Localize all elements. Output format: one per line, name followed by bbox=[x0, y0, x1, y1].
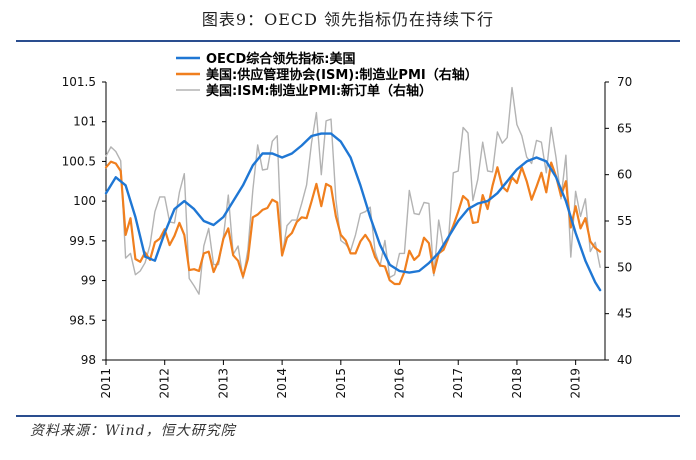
y-left-tick-label: 100.5 bbox=[62, 154, 96, 168]
y-left-tick-label: 99.5 bbox=[69, 234, 96, 248]
chart-legend: OECD综合领先指标:美国美国:供应管理协会(ISM):制造业PMI（右轴）美国… bbox=[176, 51, 478, 99]
series-ism-pmi-line bbox=[104, 160, 602, 286]
source-note: 资料来源：Wind，恒大研究院 bbox=[30, 423, 236, 439]
x-tick-label: 2017 bbox=[451, 368, 465, 399]
y-left-tick-label: 101.5 bbox=[62, 75, 96, 89]
legend-label: OECD综合领先指标:美国 bbox=[206, 51, 355, 67]
x-tick-label: 2018 bbox=[510, 368, 524, 399]
y-right-tick-label: 55 bbox=[617, 214, 632, 228]
chart-title: 图表9：OECD 领先指标仍在持续下行 bbox=[201, 10, 495, 29]
line-chart: 98 98.5 99 99.5 100 100.5 101 101.5 40 45 50 55 60 65… bbox=[62, 51, 633, 399]
series-new-orders-line bbox=[105, 86, 601, 295]
y-right-tick-label: 45 bbox=[617, 307, 632, 321]
y-right-tick-label: 60 bbox=[617, 168, 632, 182]
series-layer bbox=[104, 86, 602, 295]
x-tick-label: 2015 bbox=[334, 368, 348, 399]
x-tick-label: 2016 bbox=[393, 368, 407, 399]
x-tick-label: 2019 bbox=[569, 368, 583, 399]
x-tick-label: 2011 bbox=[99, 368, 113, 399]
x-tick-label: 2013 bbox=[216, 368, 230, 399]
series-oecd-line bbox=[104, 132, 602, 292]
legend-label: 美国:ISM:制造业PMI:新订单（右轴） bbox=[206, 83, 432, 99]
y-right-tick-label: 70 bbox=[617, 75, 632, 89]
y-left-tick-label: 98.5 bbox=[69, 313, 96, 327]
source-divider bbox=[16, 415, 680, 417]
y-right-tick-label: 50 bbox=[617, 260, 632, 274]
y-left-tick-label: 98 bbox=[81, 353, 96, 367]
chart-axes: 98 98.5 99 99.5 100 100.5 101 101.5 40 45 50 55 60 65… bbox=[62, 75, 633, 399]
x-tick-label: 2014 bbox=[275, 368, 289, 399]
legend-label: 美国:供应管理协会(ISM):制造业PMI（右轴） bbox=[206, 67, 478, 83]
y-right-tick-label: 65 bbox=[617, 121, 632, 135]
title-divider bbox=[16, 40, 680, 42]
x-tick-label: 2012 bbox=[158, 368, 172, 399]
y-right-tick-label: 40 bbox=[617, 353, 632, 367]
y-left-tick-label: 100 bbox=[73, 194, 96, 208]
y-left-tick-label: 99 bbox=[81, 274, 96, 288]
y-left-tick-label: 101 bbox=[73, 115, 96, 129]
